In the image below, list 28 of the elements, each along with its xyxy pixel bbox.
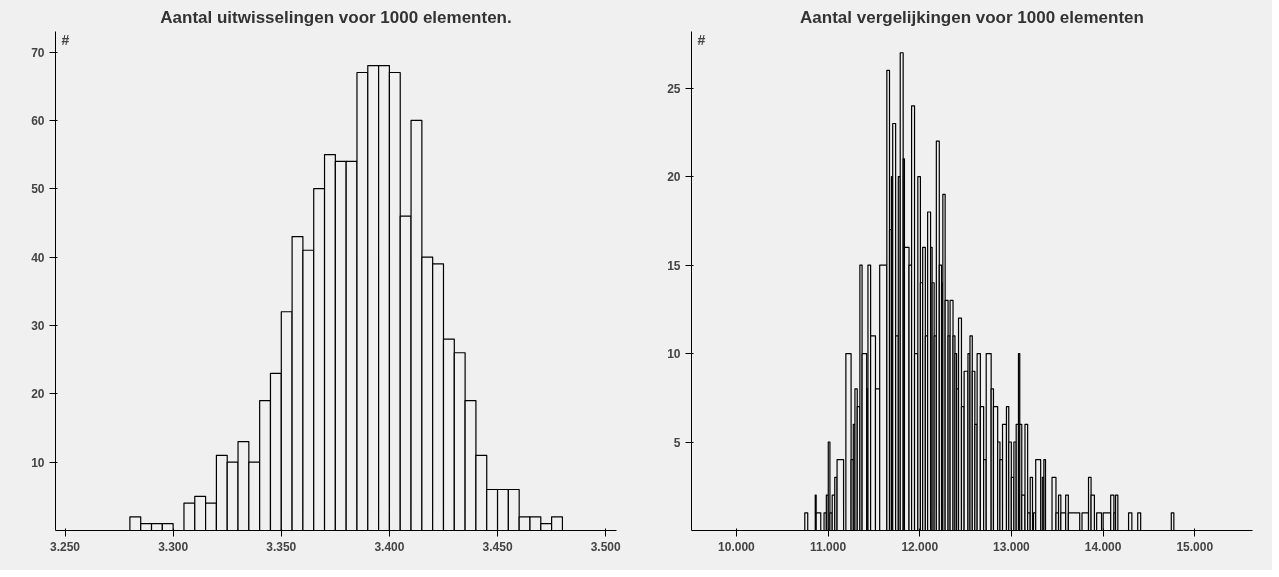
x-tick-label: 10.000	[718, 539, 756, 554]
y-tick-label: 10	[31, 455, 45, 470]
y-tick-label: 60	[31, 113, 45, 128]
x-tick-label: 3.350	[266, 539, 297, 554]
y-tick-label: 25	[667, 81, 681, 96]
x-tick-label: 11.000	[810, 539, 847, 554]
x-tick-label: 3.500	[590, 539, 622, 554]
x-tick-label: 12.000	[901, 539, 939, 554]
y-tick-label: 70	[31, 45, 45, 60]
x-tick-label: 14.000	[1084, 539, 1122, 554]
x-tick-label: 3.450	[482, 539, 513, 554]
y-tick-label: 50	[31, 182, 45, 197]
y-tick-label: 15	[667, 258, 681, 273]
chart-title: Aantal uitwisselingen voor 1000 elementen.	[160, 7, 512, 27]
x-tick-label: 13.000	[993, 539, 1031, 554]
y-tick-label: 20	[667, 170, 681, 185]
y-axis-title: #	[697, 31, 706, 48]
x-tick-label: 3.250	[50, 539, 81, 554]
chart-title: Aantal vergelijkingen voor 1000 elementen	[800, 7, 1144, 27]
y-axis-title: #	[61, 31, 70, 48]
y-tick-label: 5	[673, 435, 681, 450]
x-tick-label: 15.000	[1176, 539, 1214, 554]
x-tick-label: 3.300	[158, 539, 189, 554]
y-tick-label: 20	[31, 387, 45, 402]
y-tick-label: 40	[31, 250, 45, 265]
x-tick-label: 3.400	[374, 539, 405, 554]
y-tick-label: 10	[667, 347, 681, 362]
y-tick-label: 30	[31, 318, 45, 333]
